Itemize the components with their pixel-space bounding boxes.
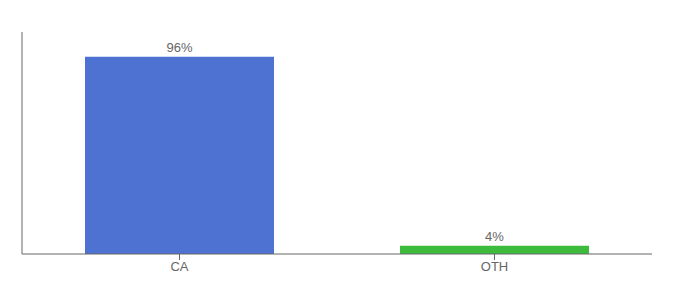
svg-text:4%: 4%	[485, 229, 504, 244]
svg-text:CA: CA	[170, 259, 188, 274]
svg-text:OTH: OTH	[481, 259, 508, 274]
svg-text:96%: 96%	[166, 40, 192, 55]
